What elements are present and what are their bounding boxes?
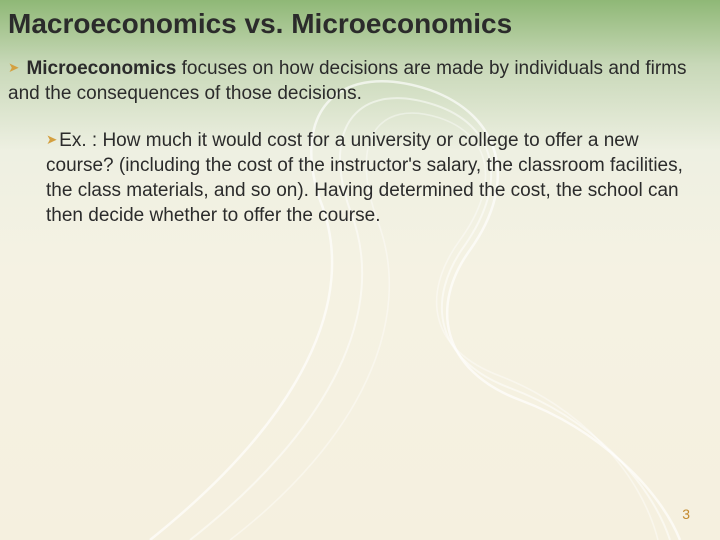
- page-number: 3: [682, 506, 690, 522]
- para1-lead: Microeconomics: [26, 58, 176, 79]
- para2-rest: How much it would cost for a university …: [46, 130, 683, 226]
- para2-lead: Ex. :: [59, 130, 97, 151]
- bullet-icon: ➤: [46, 132, 57, 147]
- paragraph-example: ➤Ex. : How much it would cost for a univ…: [46, 128, 696, 228]
- paragraph-microeconomics: ➤ Microeconomics focuses on how decision…: [8, 56, 704, 106]
- slide-title: Macroeconomics vs. Microeconomics: [8, 8, 512, 40]
- bullet-icon: ➤: [8, 60, 19, 75]
